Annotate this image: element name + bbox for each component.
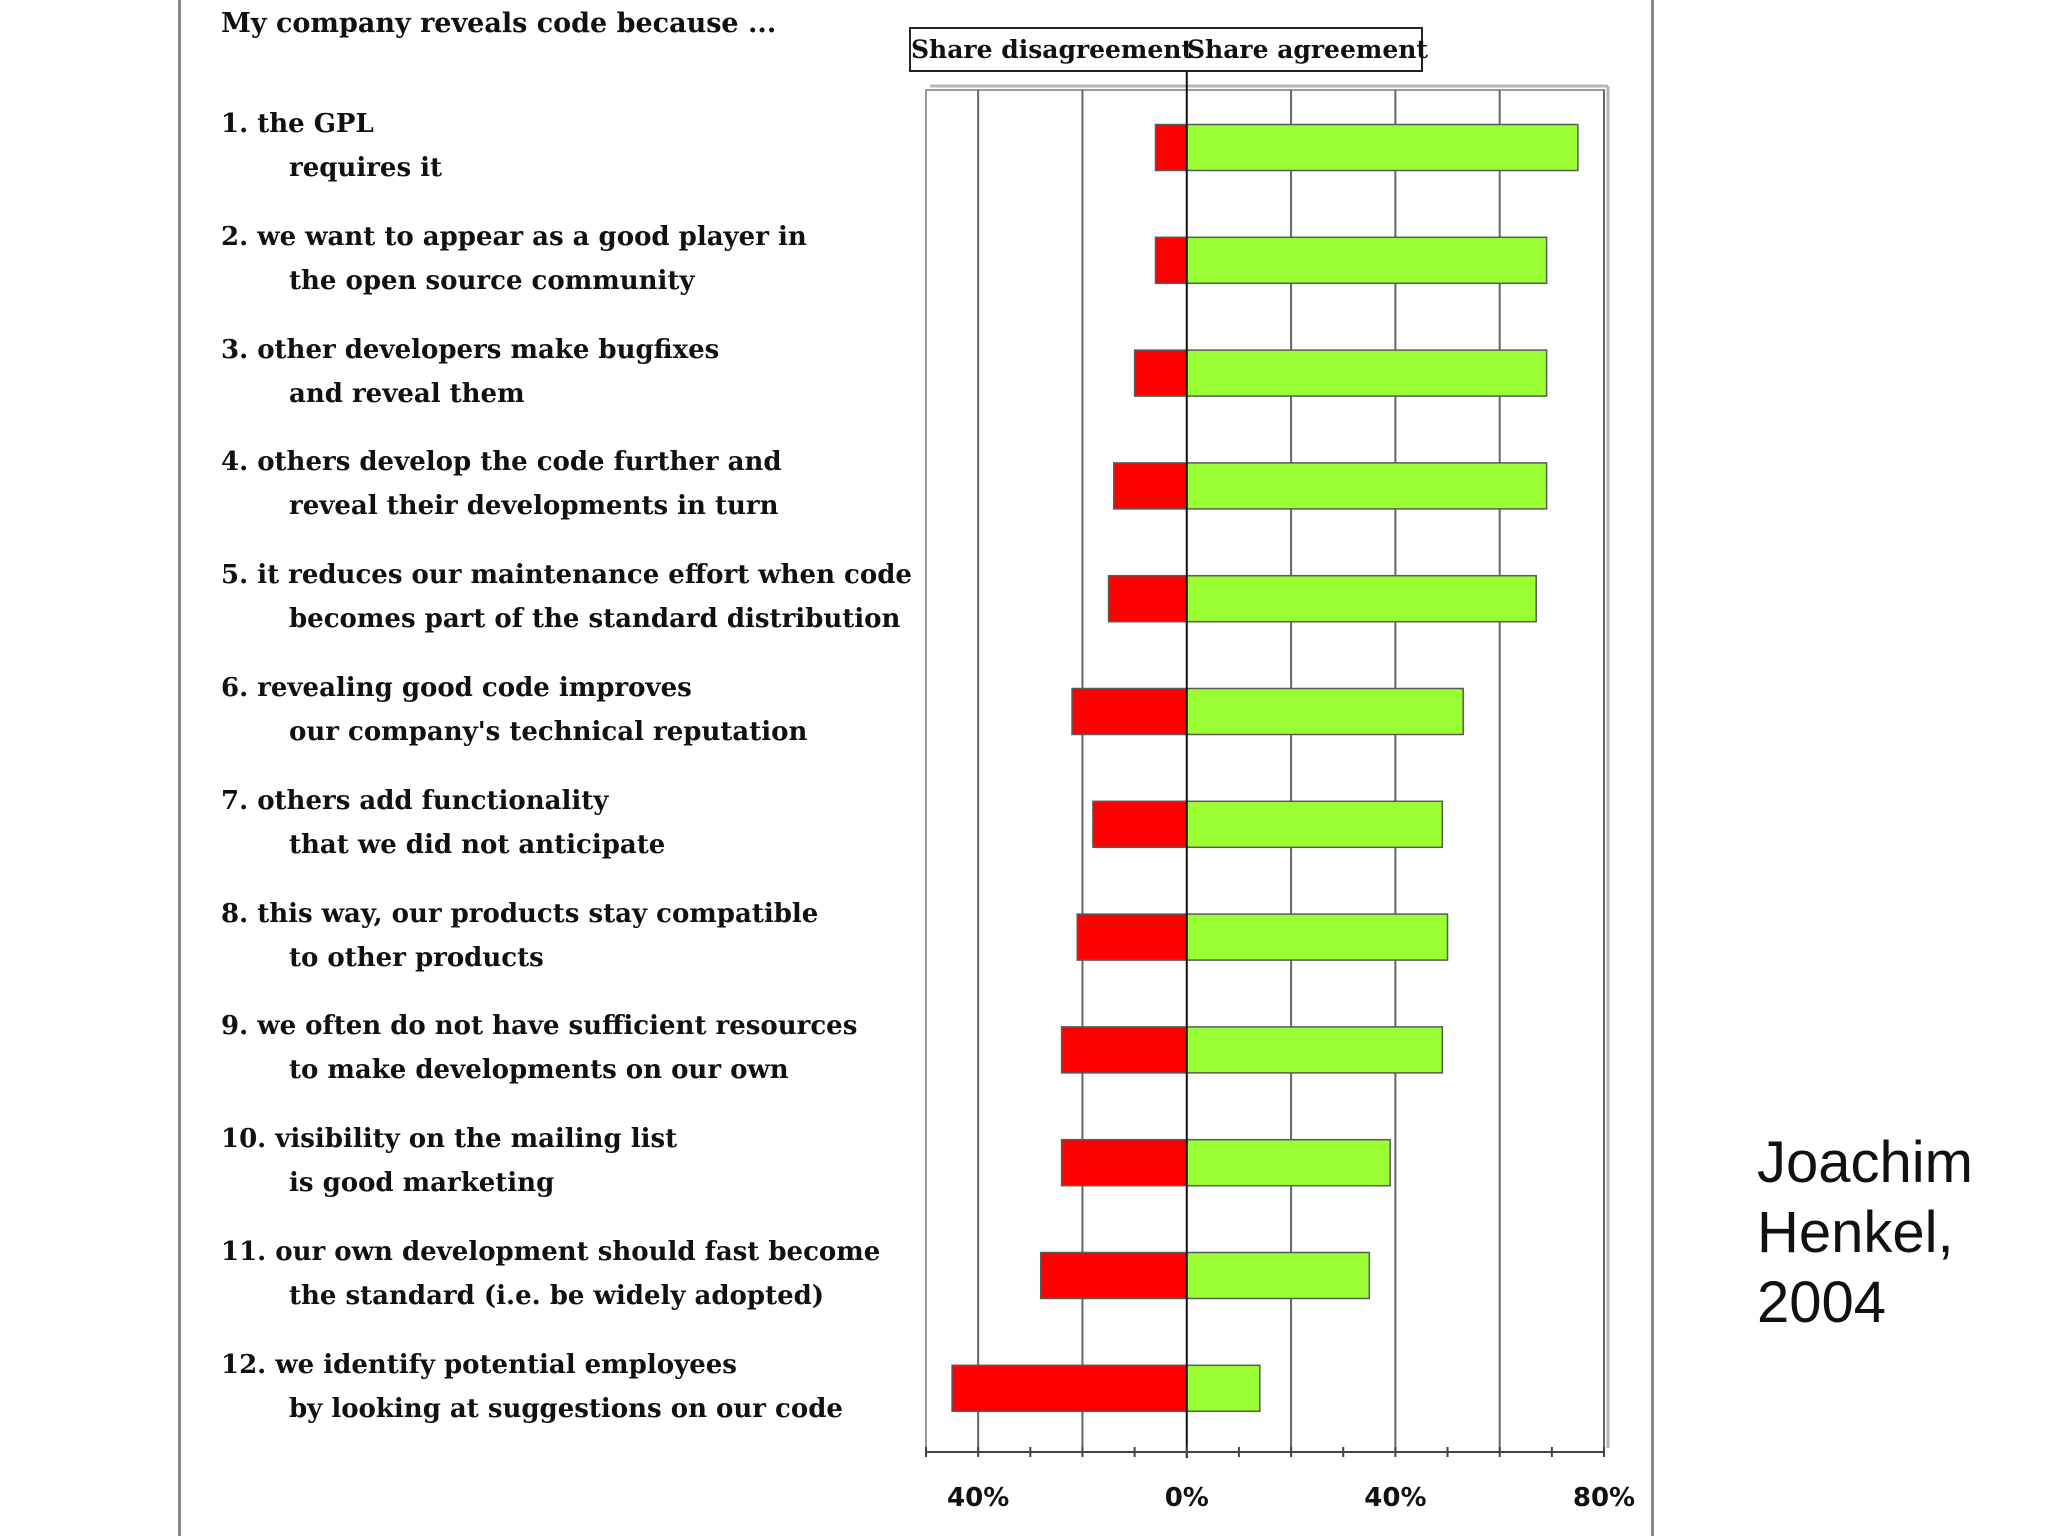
- chart-title: My company reveals code because ...: [221, 8, 777, 39]
- category-label-line-1: 4. others develop the code further and: [221, 447, 782, 478]
- x-tick-label: 80%: [1573, 1483, 1635, 1513]
- category-label-line-1: 12. we identify potential employees: [221, 1349, 737, 1380]
- category-label-line-1: 1. the GPL: [221, 109, 374, 139]
- bar-agreement: [1186, 1251, 1371, 1300]
- bar-agreement: [1186, 1026, 1444, 1074]
- category-label-line-2: requires it: [289, 153, 443, 183]
- bar-disagreement: [1060, 1138, 1188, 1187]
- legend-disagreement-label: Share disagreement: [911, 35, 1194, 64]
- category-label-line-1: 6. revealing good code improves: [221, 673, 692, 703]
- bar-disagreement: [951, 1364, 1188, 1413]
- category-label-line-1: 10. visibility on the mailing list: [221, 1124, 678, 1155]
- category-label-line-1: 7. others add functionality: [221, 785, 609, 816]
- category-label-line-1: 11. our own development should fast beco…: [221, 1237, 881, 1267]
- bar-disagreement: [1071, 687, 1188, 736]
- category-label-line-2: becomes part of the standard distributio…: [289, 604, 901, 635]
- bar-disagreement: [1154, 123, 1188, 172]
- bar-agreement: [1186, 1138, 1391, 1187]
- x-tick-label: 40%: [947, 1483, 1009, 1513]
- plot-area: [925, 89, 1605, 1453]
- category-label-line-1: 8. this way, our products stay compatibl…: [221, 898, 819, 929]
- credit-year: 2004: [1757, 1270, 1887, 1335]
- category-label-line-2: the open source community: [289, 265, 695, 296]
- bar-disagreement: [1076, 913, 1188, 961]
- credit-last-name: Henkel,: [1757, 1200, 1954, 1265]
- category-label-line-2: is good marketing: [289, 1168, 555, 1199]
- bar-agreement: [1186, 349, 1548, 397]
- category-label-line-2: reveal their developments in turn: [289, 491, 779, 522]
- category-label-line-1: 5. it reduces our maintenance effort whe…: [221, 560, 912, 591]
- bar-disagreement: [1092, 800, 1188, 849]
- legend-box: [909, 27, 1423, 72]
- category-label-line-2: our company's technical reputation: [289, 717, 808, 747]
- category-label-line-2: to other products: [289, 942, 544, 973]
- category-label-line-1: 3. other developers make bugfixes: [221, 334, 720, 365]
- bar-agreement: [1186, 1364, 1261, 1413]
- bar-agreement: [1186, 913, 1449, 961]
- x-tick-label: 0%: [1165, 1483, 1209, 1513]
- bar-disagreement: [1133, 349, 1188, 397]
- bar-agreement: [1186, 574, 1537, 623]
- credit-first-name: Joachim: [1757, 1130, 1973, 1195]
- bar-agreement: [1186, 123, 1579, 172]
- author-credit: Joachim Henkel, 2004: [1757, 1128, 2027, 1338]
- category-label-line-1: 2. we want to appear as a good player in: [221, 221, 807, 252]
- bar-disagreement: [1113, 462, 1188, 510]
- legend-agreement-label: Share agreement: [1187, 35, 1428, 64]
- bar-disagreement: [1154, 236, 1188, 285]
- category-label-line-2: the standard (i.e. be widely adopted): [289, 1281, 825, 1311]
- category-label-line-2: and reveal them: [289, 378, 525, 409]
- category-label-line-1: 9. we often do not have sufficient resou…: [221, 1011, 858, 1042]
- bar-agreement: [1186, 800, 1444, 849]
- bar-disagreement: [1107, 574, 1188, 623]
- category-label-line-2: that we did not anticipate: [289, 829, 666, 860]
- bar-agreement: [1186, 462, 1548, 510]
- category-label-line-2: by looking at suggestions on our code: [289, 1393, 843, 1424]
- x-tick-label: 40%: [1364, 1483, 1426, 1513]
- bar-disagreement: [1060, 1026, 1188, 1074]
- bar-agreement: [1186, 236, 1548, 285]
- category-label-line-2: to make developments on our own: [289, 1055, 789, 1086]
- bar-agreement: [1186, 687, 1464, 736]
- bar-disagreement: [1039, 1251, 1188, 1300]
